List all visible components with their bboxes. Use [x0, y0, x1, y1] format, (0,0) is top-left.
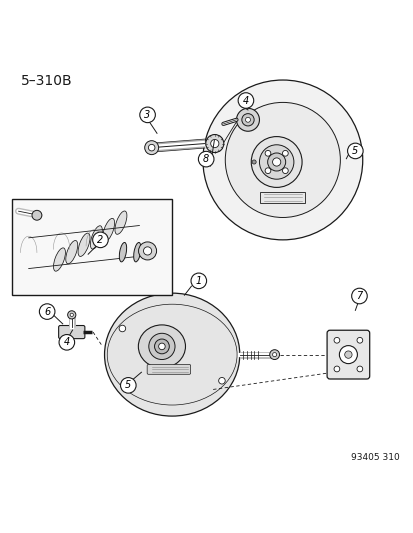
Bar — [260, 191, 305, 203]
Text: 3: 3 — [144, 110, 150, 120]
Circle shape — [333, 337, 339, 343]
Text: 4: 4 — [242, 95, 249, 106]
Bar — [12, 199, 172, 295]
Ellipse shape — [115, 211, 127, 235]
Ellipse shape — [78, 233, 90, 256]
Circle shape — [245, 117, 250, 122]
Circle shape — [272, 352, 276, 357]
Circle shape — [344, 351, 351, 358]
Circle shape — [154, 339, 169, 354]
Circle shape — [70, 313, 73, 317]
Ellipse shape — [133, 243, 141, 262]
Circle shape — [333, 366, 339, 372]
Circle shape — [32, 211, 42, 220]
Circle shape — [205, 134, 223, 152]
Text: 5: 5 — [125, 381, 131, 390]
Circle shape — [225, 102, 339, 217]
Circle shape — [269, 350, 279, 360]
Circle shape — [351, 288, 366, 304]
Circle shape — [272, 158, 280, 166]
Circle shape — [120, 377, 136, 393]
Circle shape — [259, 145, 293, 179]
Ellipse shape — [102, 219, 114, 241]
Text: 1: 1 — [195, 276, 202, 286]
Circle shape — [237, 93, 253, 108]
Circle shape — [218, 377, 225, 384]
Circle shape — [252, 160, 256, 164]
Circle shape — [119, 325, 126, 332]
Ellipse shape — [53, 248, 65, 271]
Circle shape — [148, 333, 175, 360]
Circle shape — [282, 150, 287, 156]
FancyBboxPatch shape — [147, 365, 190, 374]
Circle shape — [210, 140, 218, 148]
Text: 8: 8 — [202, 154, 209, 164]
Circle shape — [148, 144, 154, 151]
Circle shape — [145, 141, 158, 155]
Circle shape — [138, 242, 156, 260]
Circle shape — [236, 108, 259, 131]
Circle shape — [241, 114, 254, 126]
Circle shape — [347, 143, 362, 159]
Circle shape — [39, 304, 55, 319]
Circle shape — [158, 343, 165, 350]
Text: 2: 2 — [97, 235, 103, 245]
Circle shape — [356, 366, 362, 372]
Circle shape — [143, 247, 151, 255]
Text: 5–310B: 5–310B — [21, 74, 72, 88]
Circle shape — [59, 335, 74, 350]
Text: 5: 5 — [351, 146, 358, 156]
Ellipse shape — [66, 240, 78, 264]
Circle shape — [190, 273, 206, 289]
Circle shape — [140, 107, 155, 123]
Text: 4: 4 — [64, 337, 70, 348]
Ellipse shape — [119, 243, 126, 262]
Circle shape — [93, 232, 108, 248]
FancyBboxPatch shape — [59, 326, 85, 338]
Circle shape — [264, 150, 270, 156]
Ellipse shape — [90, 226, 102, 249]
Circle shape — [198, 151, 214, 167]
Text: 93405 310: 93405 310 — [350, 454, 399, 463]
Text: 6: 6 — [44, 306, 50, 317]
Circle shape — [67, 311, 76, 319]
Ellipse shape — [104, 293, 239, 416]
Circle shape — [339, 345, 356, 364]
Circle shape — [251, 136, 301, 188]
Ellipse shape — [138, 325, 185, 368]
Text: 7: 7 — [356, 291, 362, 301]
Circle shape — [202, 80, 362, 240]
Circle shape — [264, 168, 270, 174]
FancyBboxPatch shape — [326, 330, 369, 379]
Circle shape — [356, 337, 362, 343]
Circle shape — [282, 168, 287, 174]
Circle shape — [267, 153, 285, 171]
